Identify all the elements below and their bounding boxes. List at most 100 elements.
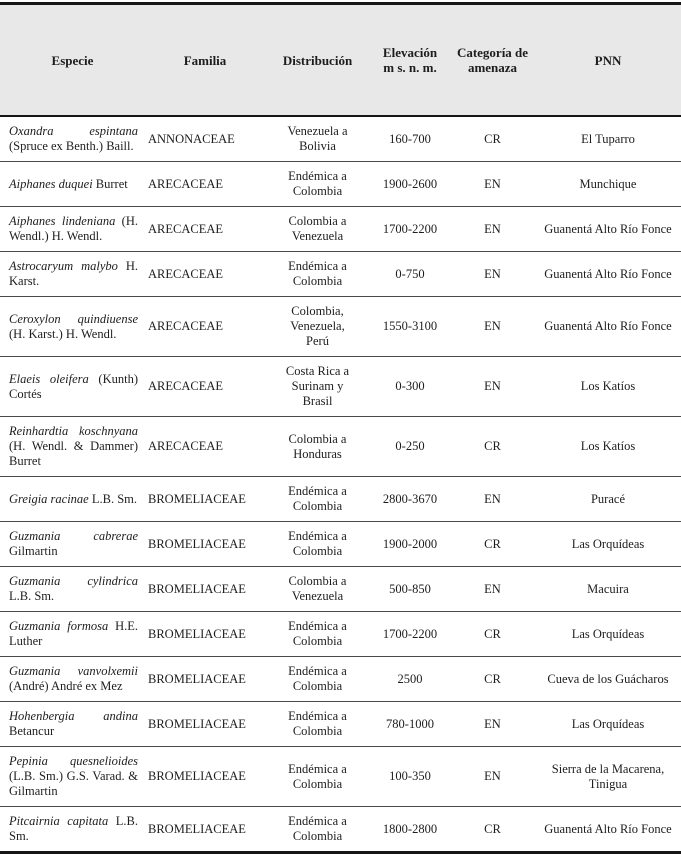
family-cell: BROMELIACEAE: [145, 806, 265, 853]
pnn-text: Guanentá Alto Río Fonce: [544, 319, 672, 333]
species-cell: Oxandra espintana (Spru­ce ex Benth.) Ba…: [0, 116, 145, 162]
pnn-text: Puracé: [590, 491, 625, 506]
distribution-cell: Endémica a Colombia: [265, 701, 370, 747]
distribution-cell: Endémica a Colombia: [265, 521, 370, 567]
elevation-cell: 1700-2200: [370, 206, 450, 252]
column-header-especie: Especie: [0, 3, 145, 117]
table-row: Reinhardtia koschnyana (H. Wendl. & Damm…: [0, 416, 681, 477]
column-header-pnn: PNN: [535, 3, 681, 117]
pnn-cell: Guanentá Alto Río Fonce: [535, 251, 681, 297]
family-cell: BROMELIACEAE: [145, 701, 265, 747]
threat-category-cell: EN: [450, 701, 535, 747]
column-header-categoria: Categoría de amenaza: [450, 3, 535, 117]
pnn-cell: Macuira: [535, 566, 681, 612]
elevation-cell: 0-250: [370, 416, 450, 477]
family-cell: BROMELIACEAE: [145, 656, 265, 702]
pnn-text: Cueva de los Guácharos: [547, 671, 669, 686]
species-cell: Ceroxylon quindiuense (H. Karst.) H. Wen…: [0, 296, 145, 357]
family-cell: ARECACEAE: [145, 296, 265, 357]
column-header-distribucion: Distribución: [265, 3, 370, 117]
threat-category-cell: CR: [450, 521, 535, 567]
elevation-cell: 2800-3670: [370, 476, 450, 522]
species-cell: Reinhardtia koschnyana (H. Wendl. & Damm…: [0, 416, 145, 477]
species-scientific-name: Pepinia quesnelioides: [9, 754, 138, 768]
species-cell: Aiphanes lindeniana (H. Wendl.) H. Wendl…: [0, 206, 145, 252]
family-cell: ANNONACEAE: [145, 116, 265, 162]
distribution-cell: Endémica a Colombia: [265, 611, 370, 657]
table-row: Guzmania vanvolxemii (André) André ex Me…: [0, 656, 681, 702]
table-header: Especie Familia Distribución Elevación m…: [0, 3, 681, 117]
distribution-text: Colombia a Honduras: [288, 431, 347, 461]
column-header-elevacion-line2: m s. n. m.: [383, 60, 437, 75]
species-cell: Guzmania formosa H.E. Luther: [0, 611, 145, 657]
distribution-text: Costa Rica a Surinam y Brasil: [285, 364, 350, 408]
pnn-text: Guanentá Alto Río Fonce: [544, 821, 672, 836]
pnn-cell: Munchique: [535, 161, 681, 207]
distribution-text: Colombia, Venezuela, Perú: [290, 304, 345, 348]
elevation-cell: 160-700: [370, 116, 450, 162]
elevation-cell: 1900-2600: [370, 161, 450, 207]
table-row: Pitcairnia capitata L.B. Sm. BROMELIACEAE…: [0, 806, 681, 853]
threat-category-cell: EN: [450, 161, 535, 207]
threat-category-cell: CR: [450, 806, 535, 853]
species-scientific-name: Oxandra espintana: [9, 124, 138, 138]
distribution-text: Endémica a Colombia: [288, 529, 347, 558]
pnn-text: Macuira: [587, 581, 629, 596]
table-row: Guzmania cabrerae Gilmartin BROMELIACEAE E…: [0, 521, 681, 567]
threat-category-cell: EN: [450, 746, 535, 807]
pnn-cell: Puracé: [535, 476, 681, 522]
threat-category-cell: CR: [450, 416, 535, 477]
table-row: Guzmania cylindrica L.B. Sm. BROMELIACEAE…: [0, 566, 681, 612]
table-row: Guzmania formosa H.E. Luther BROMELIACEAE…: [0, 611, 681, 657]
pnn-cell: Los Katíos: [535, 356, 681, 417]
pnn-cell: Guanentá Alto Río Fonce: [535, 296, 681, 357]
family-cell: BROMELIACEAE: [145, 521, 265, 567]
species-cell: Hohenbergia andina Betancur: [0, 701, 145, 747]
family-cell: BROMELIACEAE: [145, 611, 265, 657]
table-row: Elaeis oleifera (Kunth) Cortés ARECACEAE C…: [0, 356, 681, 417]
elevation-cell: 1700-2200: [370, 611, 450, 657]
pnn-cell: Guanentá Alto Río Fonce: [535, 206, 681, 252]
pnn-text: Las Orquídeas: [571, 716, 645, 731]
distribution-text: Colombia a Venezuela: [288, 214, 347, 243]
species-scientific-name: Greigia racinae: [9, 491, 89, 506]
distribution-cell: Colombia a Venezuela: [265, 566, 370, 612]
species-cell: Guzmania cabrerae Gilmartin: [0, 521, 145, 567]
table-row: Pepinia quesnelioides (L.B. Sm.) G.S. Va…: [0, 746, 681, 807]
table-row: Astrocaryum malybo H. Karst. ARECACEAE End…: [0, 251, 681, 297]
species-scientific-name: Elaeis oleifera: [9, 371, 89, 386]
column-header-categoria-line1: Categoría de: [456, 45, 529, 60]
species-scientific-name: Guzmania vanvolxemii: [9, 664, 138, 678]
distribution-cell: Costa Rica a Surinam y Brasil: [265, 356, 370, 417]
pnn-text: Guanentá Alto Río Fonce: [544, 221, 672, 236]
column-header-familia: Familia: [145, 3, 265, 117]
table-row: Aiphanes duquei Burret ARECACEAE Endémica …: [0, 161, 681, 207]
pnn-cell: Las Orquídeas: [535, 611, 681, 657]
table-body: Oxandra espintana (Spru­ce ex Benth.) Ba…: [0, 116, 681, 853]
species-scientific-name: Pitcairnia capitata: [9, 814, 109, 828]
distribution-cell: Endémica a Colombia: [265, 746, 370, 807]
species-scientific-name: Guzmania cylindrica: [9, 574, 138, 588]
threat-category-cell: CR: [450, 656, 535, 702]
distribution-text: Endémica a Colombia: [288, 619, 347, 648]
distribution-text: Venezuela a Bolivia: [287, 124, 348, 153]
distribution-text: Endémica a Colombia: [288, 709, 347, 738]
pnn-cell: Guanentá Alto Río Fonce: [535, 806, 681, 853]
pnn-text: Las Orquídeas: [571, 626, 645, 641]
distribution-text: Endémica a Colombia: [288, 814, 347, 843]
elevation-cell: 1900-2000: [370, 521, 450, 567]
elevation-cell: 0-750: [370, 251, 450, 297]
species-scientific-name: Guzmania cabrerae: [9, 529, 138, 543]
species-cell: Astrocaryum malybo H. Karst.: [0, 251, 145, 297]
threat-category-cell: EN: [450, 476, 535, 522]
elevation-cell: 0-300: [370, 356, 450, 417]
distribution-text: Endémica a Colombia: [288, 484, 347, 513]
distribution-cell: Endémica a Colombia: [265, 161, 370, 207]
column-header-elevacion-line1: Elevación: [382, 45, 438, 60]
pnn-text: Los Katíos: [580, 439, 636, 453]
distribution-cell: Endémica a Colombia: [265, 806, 370, 853]
distribution-cell: Colombia, Venezuela, Perú: [265, 296, 370, 357]
species-scientific-name: Hohenbergia andina: [9, 709, 138, 723]
